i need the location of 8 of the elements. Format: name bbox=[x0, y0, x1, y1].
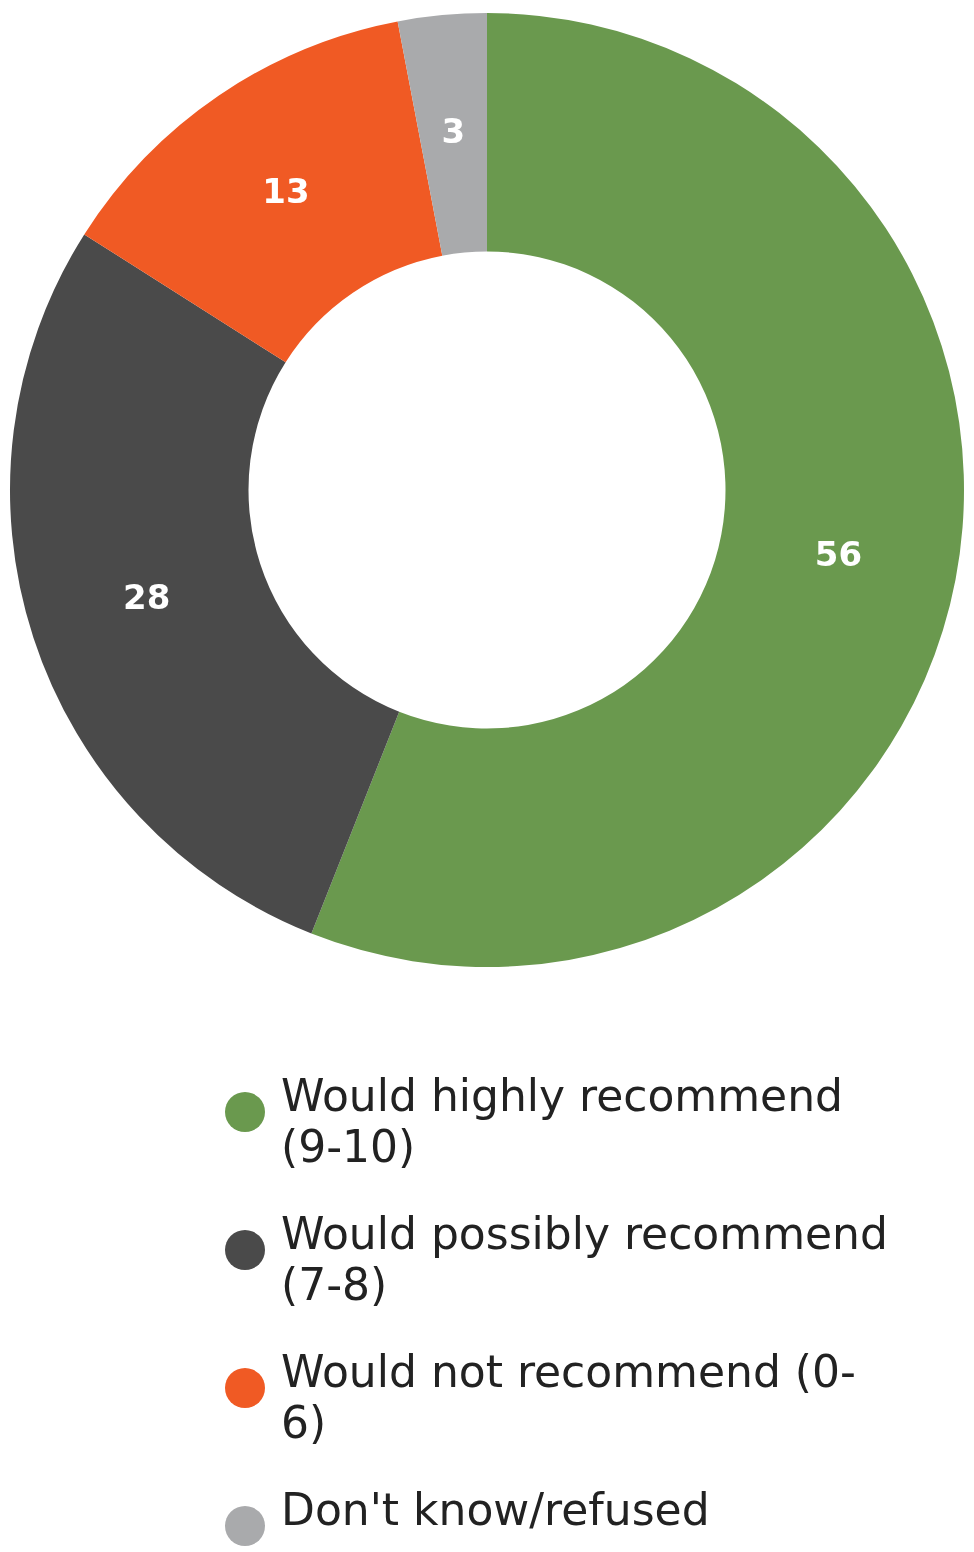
legend-label: Would not recommend (0-6) bbox=[281, 1346, 857, 1448]
data-label: 28 bbox=[123, 577, 171, 618]
data-label: 56 bbox=[814, 533, 863, 574]
data-label: 3 bbox=[441, 110, 466, 151]
data-label: 13 bbox=[262, 170, 310, 211]
legend-label: Don't know/refused bbox=[281, 1484, 710, 1535]
legend-label: Would possibly recommend (7-8) bbox=[281, 1208, 889, 1310]
legend-label: Would highly recommend (9-10) bbox=[281, 1070, 844, 1172]
